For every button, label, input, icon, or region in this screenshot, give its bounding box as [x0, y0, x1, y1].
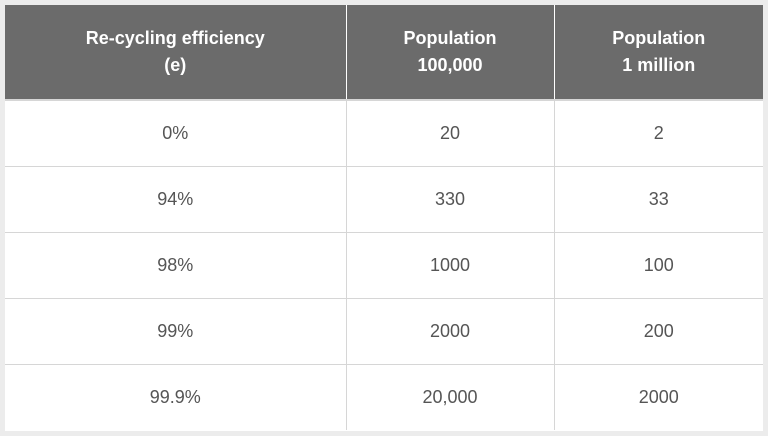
table-cell: 20: [346, 99, 555, 167]
table-header: Re-cycling efficiency (e) Population 100…: [5, 5, 763, 100]
table-cell: 20,000: [346, 364, 555, 430]
data-table-container: Re-cycling efficiency (e) Population 100…: [5, 5, 763, 431]
column-header-population-100k: Population 100,000: [346, 5, 555, 100]
table-cell: 99%: [5, 298, 347, 365]
column-header-efficiency: Re-cycling efficiency (e): [5, 5, 347, 100]
table-body: 0% 20 2 94% 330 33 98% 1000 100 99% 2000…: [5, 99, 763, 430]
table-row: 0% 20 2: [5, 99, 763, 167]
header-line: (e): [164, 55, 187, 75]
header-row: Re-cycling efficiency (e) Population 100…: [5, 5, 763, 100]
table-row: 99.9% 20,000 2000: [5, 364, 763, 430]
header-line: 100,000: [417, 55, 483, 75]
table-cell: 330: [346, 166, 555, 233]
table-row: 94% 330 33: [5, 166, 763, 233]
table-cell: 2000: [346, 298, 555, 365]
header-line: Re-cycling efficiency: [85, 28, 265, 48]
table-row: 98% 1000 100: [5, 232, 763, 299]
table-cell: 0%: [5, 99, 347, 167]
table-cell: 1000: [346, 232, 555, 299]
table-cell: 2000: [554, 364, 763, 430]
table-row: 99% 2000 200: [5, 298, 763, 365]
header-line: 1 million: [622, 55, 696, 75]
table-cell: 94%: [5, 166, 347, 233]
column-header-population-1m: Population 1 million: [554, 5, 763, 100]
table-cell: 99.9%: [5, 364, 347, 430]
table-cell: 98%: [5, 232, 347, 299]
header-line: Population: [403, 28, 497, 48]
table-cell: 100: [554, 232, 763, 299]
header-line: Population: [612, 28, 706, 48]
recycling-efficiency-table: Re-cycling efficiency (e) Population 100…: [5, 5, 763, 430]
table-cell: 200: [554, 298, 763, 365]
table-cell: 33: [554, 166, 763, 233]
table-cell: 2: [554, 99, 763, 167]
